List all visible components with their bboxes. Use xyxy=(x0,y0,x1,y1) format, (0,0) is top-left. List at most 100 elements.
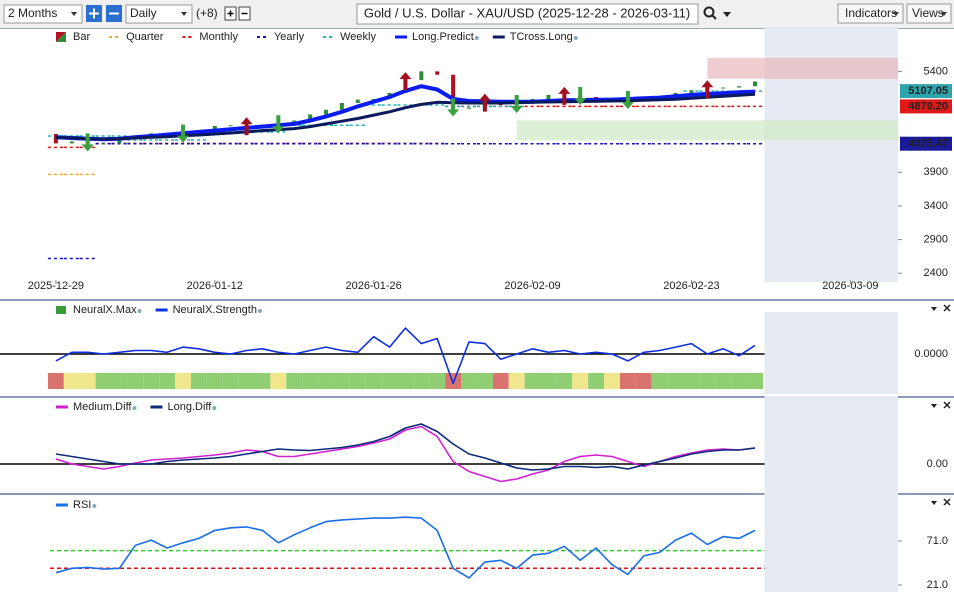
panel-menu[interactable] xyxy=(931,404,937,408)
panel-close[interactable] xyxy=(943,401,951,409)
candle xyxy=(212,125,217,132)
y-tick-label: 21.0 xyxy=(927,579,948,591)
plus-icon xyxy=(89,8,99,19)
x-tick-label: 2026-03-09 xyxy=(822,280,878,292)
series-line xyxy=(55,327,756,385)
views-label: Views xyxy=(912,6,944,20)
buy-arrow xyxy=(81,133,94,152)
state-cell xyxy=(254,373,271,389)
search-handle xyxy=(711,14,717,20)
candle xyxy=(435,71,440,75)
panel-menu[interactable] xyxy=(931,307,937,311)
series-line xyxy=(55,423,756,471)
candle xyxy=(339,103,344,110)
x-tick-label: 2026-01-26 xyxy=(346,280,402,292)
state-cell xyxy=(540,373,557,389)
y-tick-label: 5400 xyxy=(924,65,948,77)
dropdown-caret xyxy=(71,12,77,16)
buy-arrow xyxy=(510,95,523,114)
candle xyxy=(69,141,74,144)
search-caret[interactable] xyxy=(723,12,731,17)
legend-label: TCross.Long xyxy=(510,31,573,43)
y-tick-label: 3400 xyxy=(924,200,948,212)
sell-arrow xyxy=(240,117,253,136)
views-button[interactable] xyxy=(906,3,952,24)
state-cell xyxy=(715,373,732,389)
candle xyxy=(451,74,456,109)
price-label: 4325.47 xyxy=(908,138,948,150)
series-line xyxy=(55,425,756,483)
future-area xyxy=(764,396,898,494)
legend-label: Long.Predict xyxy=(412,31,474,43)
sell-arrow xyxy=(558,86,571,105)
interval-select[interactable] xyxy=(125,4,193,24)
legend-dot xyxy=(137,309,142,313)
y-tick-label: 0.00 xyxy=(927,458,948,470)
state-cell xyxy=(588,373,605,389)
state-cell xyxy=(651,373,668,389)
price-zone xyxy=(707,57,898,79)
state-cell xyxy=(731,373,748,389)
state-cell xyxy=(159,373,176,389)
sell-arrow xyxy=(701,80,714,99)
state-cell xyxy=(79,373,96,389)
legend-label: Bar xyxy=(73,31,90,43)
legend-icon xyxy=(56,32,66,42)
state-cell xyxy=(143,373,160,389)
candle xyxy=(228,125,233,127)
plus-icon xyxy=(227,10,234,17)
future-area xyxy=(764,312,898,394)
state-cell xyxy=(95,373,112,389)
panel-menu[interactable] xyxy=(931,501,937,505)
state-cell xyxy=(635,373,652,389)
state-cell xyxy=(572,373,589,389)
state-cell xyxy=(47,373,64,389)
search-icon[interactable] xyxy=(703,6,715,18)
state-cell xyxy=(397,373,414,389)
series-line xyxy=(55,92,756,141)
indicators-label: Indicators xyxy=(845,6,897,20)
state-cell xyxy=(175,373,191,389)
state-cell xyxy=(556,373,573,389)
state-cell xyxy=(381,373,398,389)
panel-close[interactable] xyxy=(943,498,951,506)
legend-dot xyxy=(257,309,262,313)
candle xyxy=(419,71,424,81)
symbol-title: Gold / U.S. Dollar - XAU/USD (2025-12-28… xyxy=(364,5,690,20)
symbol-box[interactable] xyxy=(356,3,699,25)
state-cell xyxy=(238,373,255,389)
candle xyxy=(371,98,376,100)
legend-dot xyxy=(92,504,97,508)
candle xyxy=(721,87,726,89)
price-label: 5107.05 xyxy=(908,85,948,97)
candle xyxy=(546,94,551,99)
state-cell xyxy=(63,373,80,389)
state-cell xyxy=(127,373,144,389)
y-tick-label: 3900 xyxy=(924,166,948,178)
interval-text: Daily xyxy=(130,6,157,20)
x-tick-label: 2026-02-23 xyxy=(663,280,719,292)
state-cell xyxy=(429,373,446,389)
buy-arrow xyxy=(621,90,634,109)
state-cell xyxy=(365,373,382,389)
state-cell xyxy=(445,373,462,389)
candle xyxy=(689,90,694,93)
series-line xyxy=(55,516,756,579)
candle xyxy=(737,86,742,88)
panel-close[interactable] xyxy=(943,304,951,312)
state-cell xyxy=(413,373,430,389)
dropdown-caret xyxy=(941,12,947,16)
state-cell xyxy=(476,373,493,389)
legend-label: NeuralX.Strength xyxy=(173,304,257,316)
indicators-button[interactable] xyxy=(837,3,904,24)
candle xyxy=(355,99,360,104)
candle xyxy=(530,98,535,100)
buy-arrow xyxy=(272,115,285,134)
y-tick-label: 2900 xyxy=(924,234,948,246)
legend-dot xyxy=(573,36,578,40)
state-cell xyxy=(333,373,350,389)
range-select[interactable] xyxy=(3,4,83,24)
legend-label: Weekly xyxy=(340,31,376,43)
candle xyxy=(308,114,313,121)
